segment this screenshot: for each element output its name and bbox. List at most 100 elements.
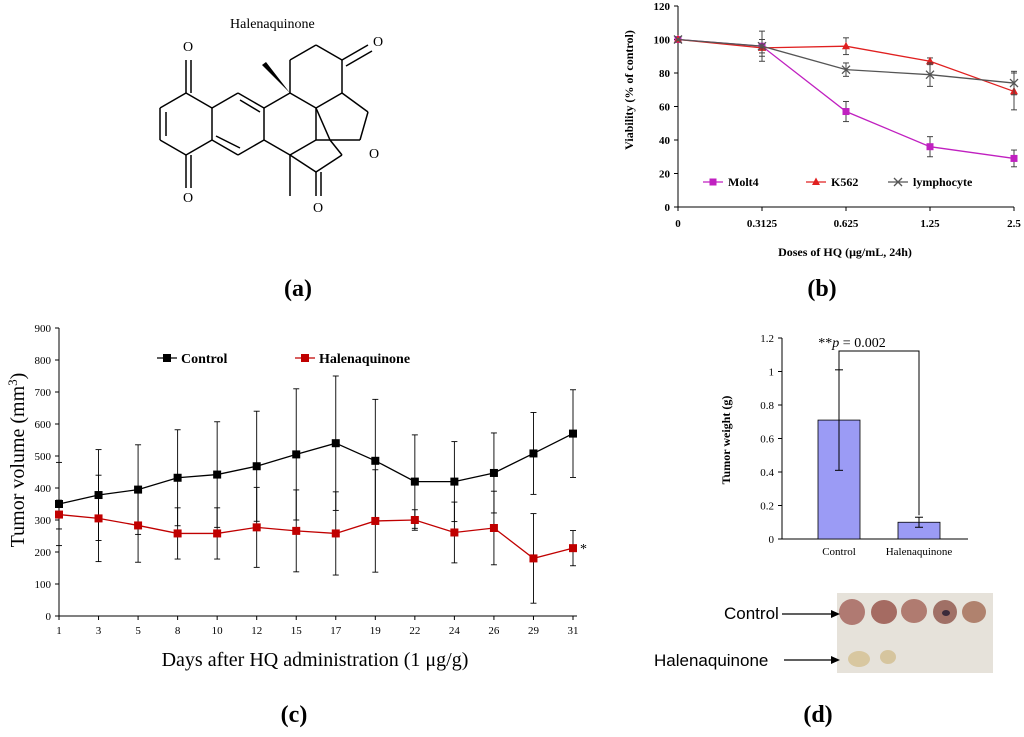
c-point-control — [331, 439, 340, 448]
significance-text: **p = 0.002 — [818, 336, 885, 351]
c-xtick-label: 12 — [251, 625, 262, 637]
c-xtick-label: 31 — [568, 625, 579, 637]
b-ytick-label: 40 — [659, 135, 671, 147]
c-xtick-label: 5 — [135, 625, 141, 637]
panel-b-label: (b) — [807, 276, 836, 302]
arrow-control-head — [831, 610, 840, 618]
c-xtick-label: 8 — [175, 625, 181, 637]
c-point-control — [213, 470, 222, 479]
c-xtick-label: 10 — [212, 625, 224, 637]
c-xtick-label: 17 — [330, 625, 342, 637]
c-series-line-control — [58, 433, 574, 505]
c-point-halenaquinone — [252, 523, 261, 532]
panel-d: 0 0.2 0.4 0.6 0.8 1 1.2 Control Halenaquinone T… — [612, 310, 1024, 732]
c-xtick-label: 15 — [291, 625, 303, 637]
treated-tumors — [848, 650, 896, 667]
c-legend-label: Halenaquinone — [319, 352, 410, 367]
d-significance-bracket — [838, 350, 920, 516]
c-ylabel: Tumor volume (mm3) — [5, 373, 29, 548]
c-point-halenaquinone — [94, 514, 103, 523]
c-point-control — [529, 449, 538, 458]
c-xtick-label: 26 — [488, 625, 500, 637]
oxygen-furan: O — [369, 147, 379, 162]
b-legend-marker — [709, 178, 717, 186]
c-significance-star: * — [580, 542, 587, 557]
c-xtick-label: 3 — [96, 625, 102, 637]
c-xtick-label: 29 — [528, 625, 540, 637]
halenaquinone-structure: Halenaquinone — [159, 17, 383, 302]
oxygen-bottom: O — [313, 201, 323, 216]
c-xtick-label: 22 — [409, 625, 420, 637]
c-point-halenaquinone — [450, 528, 459, 537]
panel-a-label: (a) — [284, 276, 312, 302]
b-ytick-label: 100 — [654, 35, 671, 47]
photo-label-control: Control — [724, 604, 779, 623]
c-point-halenaquinone — [213, 529, 222, 538]
tumor-volume-chart: 0 100 200 300 400 500 600 700 800 900 1 3 5 8 10 12 15 17… — [5, 323, 587, 728]
c-point-control — [252, 462, 261, 471]
b-point-k562 — [926, 56, 934, 65]
b-point-molt4 — [926, 143, 934, 151]
b-point-k562 — [842, 41, 850, 50]
d-ytick-label: 0.6 — [760, 434, 774, 446]
b-point-lymphocyte — [1009, 78, 1019, 88]
c-point-control — [450, 477, 459, 486]
b-ytick-label: 60 — [659, 102, 671, 114]
c-legend-label: Control — [181, 352, 228, 367]
c-series-line-halenaquinone — [58, 513, 574, 560]
oxygen-top-right: O — [373, 35, 383, 50]
c-point-halenaquinone — [410, 516, 419, 524]
c-ytick-label: 400 — [35, 483, 52, 495]
d-xtick-label: Control — [822, 546, 856, 558]
d-ytick-label: 1.2 — [760, 333, 774, 345]
arrow-treated-head — [831, 656, 840, 664]
b-xlabel: Doses of HQ (μg/mL, 24h) — [778, 245, 912, 259]
b-point-molt4 — [1010, 154, 1018, 162]
tumor-weight-chart: 0 0.2 0.4 0.6 0.8 1 1.2 Control Halenaquinone T… — [654, 333, 993, 728]
c-ytick-label: 800 — [35, 355, 52, 367]
c-point-halenaquinone — [569, 544, 577, 553]
b-ylabel: Viability (% of control) — [622, 30, 636, 150]
b-legend-label: K562 — [831, 175, 858, 189]
control-tumors — [839, 599, 986, 625]
c-xtick-label: 19 — [370, 625, 382, 637]
d-ylabel: Tumor weight (g) — [719, 396, 733, 485]
b-ytick-label: 0 — [665, 202, 671, 214]
c-legend-marker — [301, 354, 309, 362]
d-ytick-label: 0 — [769, 534, 775, 546]
b-ytick-label: 80 — [659, 68, 671, 80]
b-series-line-molt4 — [677, 38, 1015, 160]
d-ytick-label: 1 — [769, 367, 775, 379]
c-xlabel: Days after HQ administration (1 μg/g) — [162, 649, 469, 671]
b-xtick-label: 0.3125 — [747, 218, 778, 230]
c-ytick-label: 600 — [35, 419, 52, 431]
photo-label-treated: Halenaquinone — [654, 651, 768, 670]
compound-name: Halenaquinone — [230, 17, 315, 32]
c-point-halenaquinone — [55, 510, 63, 519]
c-ytick-label: 200 — [35, 547, 52, 559]
c-ytick-label: 500 — [35, 451, 52, 463]
d-ytick-label: 0.8 — [760, 400, 774, 412]
b-legend-marker — [893, 177, 903, 187]
b-point-molt4 — [842, 108, 850, 116]
panel-c: 0 100 200 300 400 500 600 700 800 900 1 3 5 8 10 12 15 17… — [0, 310, 612, 732]
c-point-control — [489, 468, 498, 477]
c-point-halenaquinone — [371, 516, 380, 525]
c-xtick-label: 24 — [449, 625, 461, 637]
c-ytick-label: 0 — [46, 611, 52, 623]
b-legend-label: Molt4 — [728, 175, 759, 189]
c-xtick-label: 1 — [56, 625, 62, 637]
panel-c-label: (c) — [281, 702, 308, 728]
panel-a: Halenaquinone — [0, 0, 512, 310]
c-point-control — [410, 477, 419, 486]
methyl-wedge — [262, 62, 290, 93]
c-ytick-label: 700 — [35, 387, 52, 399]
c-point-control — [569, 429, 577, 438]
c-point-control — [371, 456, 380, 465]
b-point-lymphocyte — [757, 41, 767, 51]
b-xtick-label: 2.5 — [1007, 218, 1021, 230]
oxygen-top-left: O — [183, 40, 193, 55]
c-point-halenaquinone — [292, 526, 301, 535]
b-point-lymphocyte — [673, 35, 683, 44]
b-legend-marker — [812, 177, 820, 185]
